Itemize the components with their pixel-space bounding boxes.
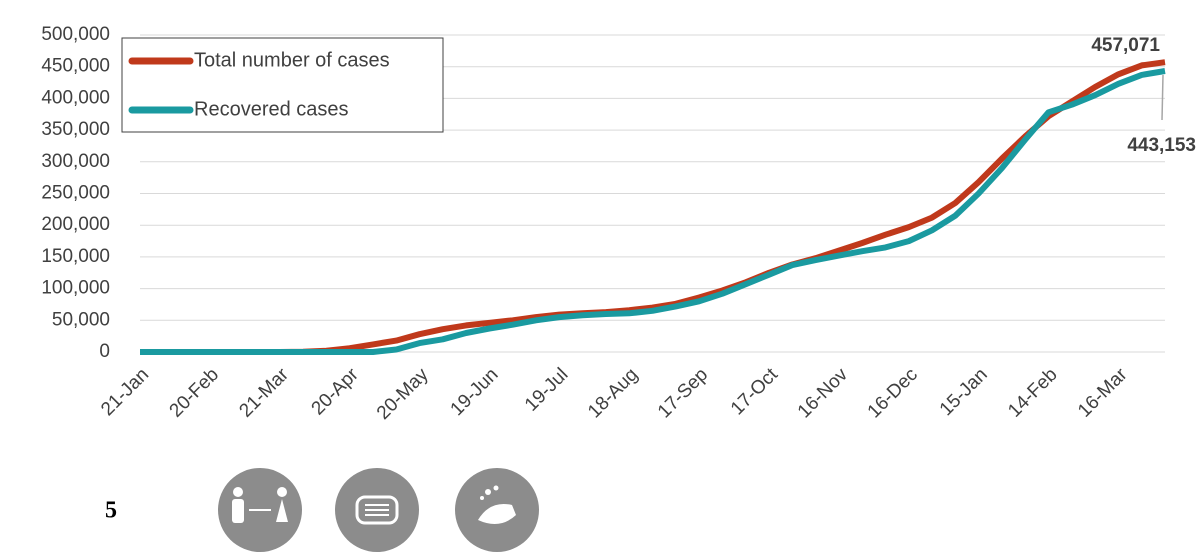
y-tick-label: 150,000 — [41, 246, 110, 267]
x-tick-label: 20-May — [373, 364, 433, 424]
legend-label: Total number of cases — [194, 49, 390, 71]
y-tick-label: 250,000 — [41, 183, 110, 204]
y-tick-label: 350,000 — [41, 119, 110, 140]
y-tick-label: 0 — [99, 341, 110, 362]
x-tick-label: 21-Mar — [235, 364, 293, 422]
y-tick-label: 50,000 — [52, 309, 110, 330]
x-tick-label: 18-Aug — [584, 364, 642, 422]
x-tick-label: 17-Sep — [654, 364, 712, 422]
x-tick-label: 14-Feb — [1004, 364, 1061, 421]
x-tick-label: 16-Dec — [864, 364, 922, 422]
y-tick-label: 300,000 — [41, 151, 110, 172]
icon-mask — [335, 468, 419, 552]
y-tick-label: 200,000 — [41, 214, 110, 235]
x-tick-label: 19-Jul — [521, 364, 572, 415]
x-tick-label: 16-Nov — [794, 364, 853, 423]
annotation: 443,153 — [1127, 135, 1196, 156]
x-tick-label: 21-Jan — [97, 364, 153, 420]
page-number: 5 — [105, 498, 117, 524]
annotation-leader — [1161, 75, 1164, 121]
series-line — [140, 68, 1166, 355]
x-tick-label: 20-Apr — [308, 364, 364, 420]
y-tick-label: 100,000 — [41, 278, 110, 299]
y-tick-label: 450,000 — [41, 56, 110, 77]
x-tick-label: 19-Jun — [447, 364, 503, 420]
x-tick-label: 16-Mar — [1074, 364, 1132, 422]
y-tick-label: 400,000 — [41, 87, 110, 108]
x-tick-label: 20-Feb — [166, 364, 223, 421]
x-tick-label: 17-Oct — [727, 364, 783, 420]
legend-label: Recovered cases — [194, 98, 349, 120]
annotation: 457,071 — [1091, 35, 1160, 56]
icon-handwash — [455, 468, 539, 552]
y-tick-label: 500,000 — [41, 24, 110, 45]
x-tick-label: 15-Jan — [936, 364, 992, 420]
legend-box — [121, 37, 444, 133]
legend: Total number of cases Recovered cases — [121, 37, 444, 133]
icon-distance — [218, 468, 302, 552]
